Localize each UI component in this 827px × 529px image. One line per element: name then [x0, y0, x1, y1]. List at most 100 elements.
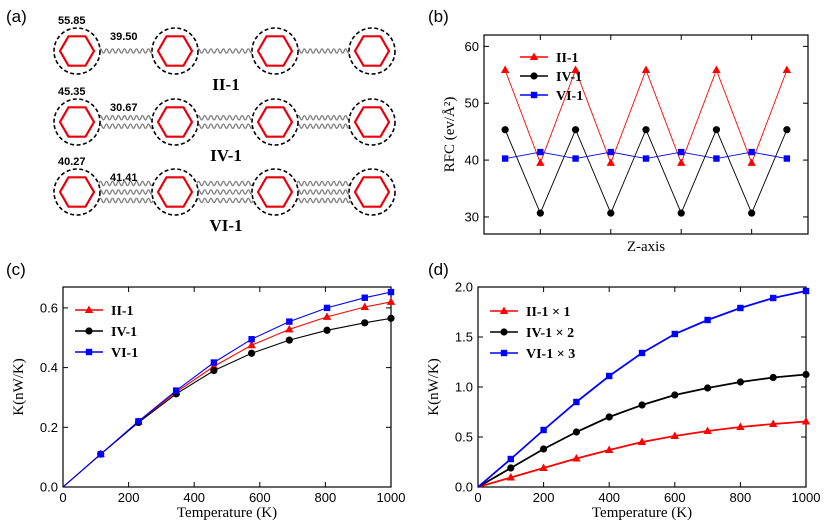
spring: [296, 180, 351, 187]
data-point: [748, 209, 756, 217]
panel-a-label: (a): [6, 7, 27, 26]
spring: [98, 189, 154, 195]
legend-marker: [500, 349, 508, 357]
chain-ii-1: 55.85 39.50 II-1: [53, 15, 396, 94]
data-point: [671, 391, 679, 399]
data-point: [737, 304, 744, 312]
data-point: [747, 158, 756, 166]
hexagon-icon: [256, 35, 294, 67]
x-tick-label: 1000: [792, 490, 821, 505]
series-vi-1: VI-1 × 3: [477, 287, 810, 488]
series-line: [504, 128, 788, 215]
data-point: [782, 65, 792, 73]
data-point: [769, 373, 777, 382]
data-point: [783, 126, 791, 134]
legend-marker: [529, 52, 539, 60]
data-point: [573, 398, 580, 406]
spring: [296, 115, 351, 121]
panel-c-label: (c): [6, 260, 26, 279]
panel-a-chains: (a) 55.85 39.50 II-1 45.35 30.67 IV-1 40.27 41.…: [6, 7, 396, 235]
data-point: [736, 378, 745, 386]
series-iv-1: IV-1: [62, 314, 395, 488]
data-point: [607, 148, 614, 156]
data-point: [210, 359, 218, 366]
data-point: [507, 455, 514, 463]
plot-frame: [62, 286, 392, 488]
hexagon-icon: [256, 106, 294, 138]
data-point: [386, 297, 396, 305]
legend-marker: [500, 328, 508, 336]
spring: [196, 197, 254, 204]
data-point: [387, 314, 395, 322]
data-point: [671, 330, 678, 338]
data-point: [248, 349, 256, 357]
y-tick-label: 0.2: [40, 420, 58, 435]
spring: [296, 189, 351, 195]
y-tick-label: 60: [465, 39, 479, 54]
data-point: [677, 209, 685, 217]
data-point: [748, 148, 755, 156]
data-point: [642, 155, 650, 162]
data-point: [572, 454, 581, 462]
series-ii-1: II-1 × 1: [477, 305, 811, 488]
data-point: [678, 148, 685, 156]
legend-marker: [530, 91, 538, 99]
data-point: [607, 209, 615, 217]
node-value-label: 55.85: [58, 15, 86, 27]
panel-d-scaled-conductance-chart: (d) 0.0 0.5 1.0 1.5 2.0 0 200 400 600 800 1000 Temp…: [426, 260, 820, 521]
hexagon-icon: [353, 35, 391, 67]
data-point: [712, 126, 721, 134]
legend-label: VI-1: [556, 89, 583, 104]
data-point: [285, 336, 293, 344]
hexagon-icon: [156, 35, 194, 67]
data-point: [712, 65, 721, 73]
hexagon-icon: [58, 176, 96, 208]
data-point: [641, 65, 651, 73]
hexagon-icon: [156, 176, 194, 208]
data-point: [571, 126, 580, 134]
legend-marker: [84, 305, 94, 313]
y-tick-label: 1.0: [455, 380, 473, 395]
hexagon-icon: [156, 106, 194, 138]
legend-marker: [85, 348, 93, 356]
series-vi-1: VI-1: [62, 288, 395, 488]
x-tick-label: 400: [598, 490, 620, 505]
y-tick-label: 0.0: [455, 480, 473, 495]
data-point: [97, 450, 104, 458]
data-point: [606, 158, 615, 166]
series-iv-1: IV-1 × 2: [477, 326, 810, 488]
node-value-label: 40.27: [58, 156, 86, 168]
data-point: [572, 155, 579, 162]
x-tick-label: 800: [315, 490, 337, 505]
spring: [98, 48, 154, 54]
x-tick-label: 600: [249, 490, 271, 505]
data-point: [539, 463, 548, 471]
chain-name-label: VI-1: [209, 216, 242, 235]
y-tick-label: 0.4: [40, 360, 58, 375]
data-point: [285, 324, 294, 333]
chain-iv-1: 45.35 30.67 IV-1: [53, 86, 396, 165]
plot-frame: [483, 34, 809, 235]
data-point: [638, 349, 646, 357]
spring: [196, 123, 254, 129]
chain-name-label: IV-1: [210, 146, 242, 165]
chain-vi-1: 40.27 41.41 VI-1: [53, 156, 396, 235]
data-point: [801, 417, 811, 425]
data-point: [770, 294, 777, 302]
spring: [296, 123, 351, 129]
legend-label: II-1 × 1: [526, 305, 571, 320]
data-point: [135, 418, 142, 425]
spring: [98, 180, 154, 187]
data-point: [703, 426, 712, 434]
hexagon-icon: [58, 35, 96, 67]
panel-c-conductance-chart: (c) 0.0 0.2 0.4 0.6 0 200 400 600 800 1000 Tempera…: [6, 260, 405, 521]
x-axis-label: Z-axis: [627, 239, 665, 255]
legend-label: II-1: [111, 304, 134, 319]
data-point: [638, 401, 646, 409]
series-ii-1: II-1: [500, 51, 792, 166]
data-point: [642, 126, 650, 134]
spring: [98, 115, 154, 121]
data-point: [704, 316, 711, 324]
legend-marker: [85, 327, 93, 335]
data-point: [361, 319, 369, 327]
